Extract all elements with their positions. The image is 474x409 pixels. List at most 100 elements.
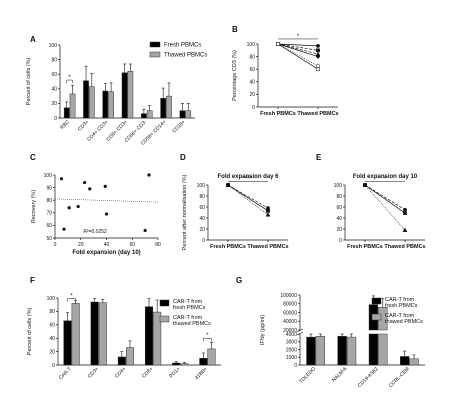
panel-a-bar	[102, 90, 109, 119]
panel-b-marker	[316, 48, 320, 53]
panel-a-bar	[185, 110, 192, 119]
panel-a-x-tick-label: CD19+	[171, 119, 186, 134]
panel-a-legend-swatch	[149, 51, 161, 58]
panel-b-marker	[316, 67, 320, 72]
panel-c-x-axis-label: Fold expansion (day 10)	[72, 250, 140, 256]
panel-d-series-line	[227, 184, 269, 212]
panel-e-marker	[362, 182, 368, 187]
panel-a-bar	[146, 110, 153, 119]
panel-a-y-tick-label: 100	[49, 43, 58, 49]
panel-c-point	[67, 206, 71, 210]
panel-g-y-tick-label: 60000	[283, 310, 297, 316]
panel-b-x-tick-label: Thawed PBMCs	[297, 111, 338, 117]
panel-g-bar	[315, 336, 325, 366]
panel-a-sig-bracket	[66, 79, 73, 84]
panel-d-y-tick-label: 20	[199, 227, 205, 233]
panel-c-point	[147, 173, 151, 177]
chart-panel-a: 0 20 40 60 80 100 Percent of cells (%) RBC CD3+ C…	[26, 41, 207, 147]
panel-a-bar	[166, 95, 172, 119]
panel-g-legend-label: CAR-T from fresh PBMCs	[385, 297, 418, 309]
panel-d-series-line	[227, 184, 269, 215]
panel-f-y-tick-label: 40	[49, 336, 55, 342]
panel-c-point	[83, 180, 87, 185]
panel-c-y-tick-label: 80	[46, 198, 52, 204]
panel-c-x-tick-label: 0	[54, 242, 57, 248]
panel-a-legend-label: Fresh PBMCs	[164, 43, 201, 49]
panel-a-bar	[127, 71, 134, 119]
panel-c-point	[88, 187, 92, 191]
panel-a-y-axis-label: Percent of cells (%)	[26, 57, 32, 105]
panel-g-bar	[378, 333, 388, 366]
panel-f-y-tick-label: 60	[49, 323, 55, 329]
panel-f-bar	[90, 301, 99, 366]
panel-e-series-line	[364, 184, 406, 214]
panel-f-y-tick-label: 100	[47, 296, 56, 302]
panel-d-x-tick-label: Fresh PBMCs	[210, 244, 246, 250]
panel-c-point	[143, 228, 147, 233]
panel-c-y-tick-label: 60	[46, 223, 52, 229]
panel-d-title: Fold expansion day 6	[217, 174, 279, 180]
panel-g-y-tick-label: 40000	[283, 319, 297, 325]
chart-panel-c: 50 60 70 80 90 100 Recovery (%) 0 20 40 60 80 Fold e…	[31, 173, 161, 256]
panel-d-marker	[266, 209, 270, 213]
panel-a-y-tick-label: 80	[51, 57, 57, 63]
panel-d-series-line	[227, 184, 269, 209]
panel-a-bar	[69, 93, 76, 119]
panel-g-bar	[337, 336, 347, 366]
panel-g-y-tick-label: 100000	[280, 293, 297, 299]
panel-a-legend-swatch	[149, 41, 161, 48]
panel-a-bar	[108, 91, 114, 119]
panel-g-y-tick-label: 1000	[286, 355, 297, 361]
panel-f-bar	[98, 302, 107, 366]
panel-g-bar	[306, 336, 316, 366]
panel-a-x-tick-label: RBC	[59, 119, 71, 131]
panel-g-y-tick-label: 2000	[286, 347, 297, 353]
panel-c-y-tick-label: 100	[44, 173, 53, 179]
panel-d-sig-mark: ***	[244, 177, 252, 183]
panel-b-series-line	[277, 43, 319, 70]
panel-e-y-tick-label: 0	[339, 238, 342, 244]
panel-f-bar	[172, 362, 181, 366]
panel-g-y-tick-label: 4000	[286, 332, 297, 338]
panel-label-a: A	[30, 35, 36, 44]
panel-b-series-line	[277, 43, 319, 67]
panel-d-y-tick-label: 100	[197, 183, 206, 189]
panel-b-marker	[276, 42, 280, 46]
panel-f-bar	[199, 358, 208, 366]
panel-b-series-line	[277, 43, 319, 57]
panel-c-trend-line	[54, 198, 159, 203]
panel-g-x-tick-label: CCRL-CEM	[388, 366, 411, 389]
panel-e-series-line	[364, 184, 406, 211]
panel-g-bar	[400, 356, 410, 366]
panel-e-y-tick-label: 60	[336, 205, 342, 211]
panel-c-x-tick-label: 60	[129, 242, 135, 248]
panel-g-y-tick-label: 3000	[286, 340, 297, 346]
panel-d-y-tick-label: 0	[202, 238, 205, 244]
panel-d-y-tick-label: 80	[199, 194, 205, 200]
panel-c-y-axis-label: Recovery (%)	[31, 190, 37, 223]
panel-b-x-tick-label: Fresh PBMCs	[260, 111, 296, 117]
panel-g-bar	[346, 336, 357, 366]
panel-g-y-axis-label: IFNγ (pg/ml)	[260, 315, 266, 345]
panel-b-series-line	[277, 43, 319, 51]
panel-f-y-tick-label: 20	[49, 349, 55, 355]
panel-f-bar	[71, 303, 80, 366]
panel-a-y-tick-label: 20	[51, 101, 57, 107]
panel-b-marker	[316, 64, 320, 69]
panel-g-x-tick-label: TOLEDO	[298, 366, 317, 385]
panel-a-bar	[121, 72, 128, 119]
panel-c-y-tick-label: 50	[46, 236, 52, 242]
panel-e-x-tick-label: Thawed PBMCs	[384, 244, 425, 250]
chart-panel-f: 0 20 40 60 80 100 Percent of cells (%) CAR-T CD3…	[27, 294, 221, 381]
panel-c-point	[59, 177, 64, 181]
panel-f-bar	[180, 363, 189, 366]
panel-d-y-tick-label: 60	[199, 205, 205, 211]
panel-g-axis-break	[296, 328, 304, 333]
panel-a-sig-mark: *	[68, 75, 71, 81]
panel-g-legend-swatch	[371, 297, 382, 305]
panel-d-y-tick-label: 40	[199, 216, 205, 222]
panel-g-y-tick-label: 0	[294, 363, 297, 369]
panel-a-bar	[179, 110, 186, 119]
